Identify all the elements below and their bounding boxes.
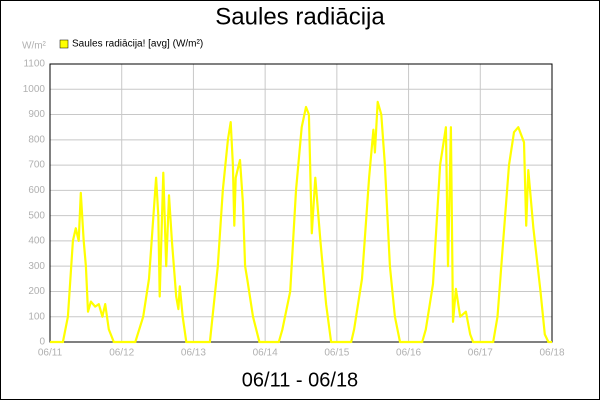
x-tick-label: 06/13 [181,348,206,359]
legend-swatch [59,39,69,49]
y-tick-label: 400 [28,236,45,247]
chart-subtitle: 06/11 - 06/18 [242,369,358,391]
legend-label: Saules radiācija! [avg] (W/m²) [72,39,203,50]
y-axis-label: W/m² [22,41,47,52]
y-tick-label: 200 [28,286,45,297]
y-tick-label: 700 [28,160,45,171]
x-tick-label: 06/15 [324,348,349,359]
x-tick-label: 06/11 [38,348,63,359]
x-tick-label: 06/17 [468,348,493,359]
chart-title: Saules radiācija [215,3,385,30]
y-tick-label: 1100 [23,59,45,70]
y-tick-label: 1000 [23,84,46,95]
y-tick-label: 0 [39,337,45,348]
y-tick-label: 900 [28,109,45,120]
x-tick-label: 06/14 [253,348,278,359]
y-tick-label: 800 [28,134,45,145]
y-tick-label: 500 [28,210,45,221]
x-tick-label: 06/12 [109,348,134,359]
plot-border [49,63,553,343]
y-tick-label: 100 [28,311,45,322]
y-tick-label: 600 [28,185,45,196]
y-tick-label: 300 [28,261,45,272]
x-tick-label: 06/16 [396,348,421,359]
x-tick-label: 06/18 [539,348,564,359]
data-line [50,100,552,344]
